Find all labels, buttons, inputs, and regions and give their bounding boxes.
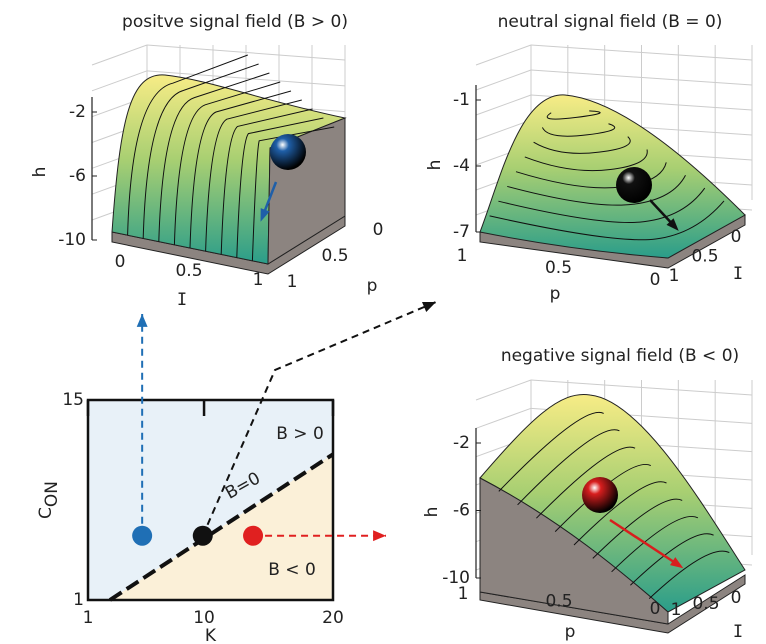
z-tick-label: -6 bbox=[69, 166, 86, 186]
x-tick-label: 1 bbox=[671, 600, 682, 620]
z-tick-label: -10 bbox=[58, 230, 86, 250]
wall-grid bbox=[92, 45, 147, 65]
y-tick-label: 0 bbox=[650, 599, 661, 619]
panel-title: positve signal field (B > 0) bbox=[122, 12, 348, 32]
surface-plot: neutral signal field (B = 0) h -1 -4 -7 0 0.5 1… bbox=[425, 12, 752, 304]
wall-grid bbox=[476, 380, 531, 400]
z-axis-label: h bbox=[422, 507, 442, 518]
point bbox=[132, 526, 152, 546]
y-tick-label: 1 bbox=[458, 584, 469, 604]
ball bbox=[582, 477, 618, 513]
y-tick-label: 0 bbox=[373, 220, 384, 240]
wall-grid bbox=[476, 95, 531, 115]
x-tick-label: 0 bbox=[731, 227, 742, 247]
annotation: B > 0 bbox=[276, 424, 324, 444]
x-tick-label: 0.5 bbox=[175, 261, 202, 281]
y-tick-label: 0.5 bbox=[545, 592, 572, 612]
dashed-arrow-head bbox=[137, 314, 148, 327]
y-axis-label: p bbox=[550, 284, 561, 304]
z-tick-label: -7 bbox=[453, 222, 470, 242]
x-tick-label: 0.5 bbox=[691, 247, 718, 267]
x-tick-label: 0.5 bbox=[692, 594, 719, 614]
x-tick-label: 20 bbox=[322, 608, 344, 628]
y-axis-label-sub: ON bbox=[42, 481, 62, 507]
x-axis-label: K bbox=[205, 626, 217, 644]
z-axis-label: h bbox=[425, 160, 445, 171]
y-tick-label: 0.5 bbox=[545, 258, 572, 278]
x-tick-label: 0 bbox=[115, 252, 126, 272]
wall-grid bbox=[476, 408, 531, 428]
y-axis-label: p bbox=[367, 276, 378, 296]
y-tick-label: 1 bbox=[457, 246, 468, 266]
z-tick-label: -1 bbox=[453, 90, 470, 110]
point bbox=[243, 526, 263, 546]
x-tick-label: 1 bbox=[83, 608, 94, 628]
wall-grid bbox=[476, 45, 531, 65]
y-tick-label: 1 bbox=[73, 590, 84, 610]
y-tick-label: 1 bbox=[287, 272, 298, 292]
y-axis-label-main: C bbox=[36, 507, 56, 519]
panel-title: neutral signal field (B = 0) bbox=[498, 12, 723, 32]
y-axis-label: p bbox=[565, 622, 576, 642]
panel-title: negative signal field (B < 0) bbox=[501, 346, 739, 366]
surface-plot: negative signal field (B < 0)h-2-6-1000.… bbox=[422, 346, 752, 642]
surface bbox=[480, 95, 745, 258]
x-tick-label: 10 bbox=[193, 608, 215, 628]
x-tick-label: 1 bbox=[669, 266, 680, 286]
x-axis-label: I bbox=[177, 290, 187, 310]
z-tick-label: -2 bbox=[453, 433, 470, 453]
z-tick-label: -2 bbox=[69, 102, 86, 122]
dashed-arrow-head bbox=[373, 530, 386, 541]
x-axis-label: I bbox=[733, 264, 743, 284]
wall-grid bbox=[476, 70, 531, 90]
surface-plot: positve signal field (B > 0) h -2 -6 -10 0 0.5… bbox=[30, 12, 383, 310]
annotation: B < 0 bbox=[268, 560, 316, 580]
z-axis-label: h bbox=[30, 167, 50, 178]
x-axis-label: I bbox=[733, 622, 743, 642]
ball bbox=[270, 134, 306, 170]
y-tick-label: 0.5 bbox=[321, 246, 348, 266]
x-tick-label: 0 bbox=[731, 588, 742, 608]
figure: positve signal field (B > 0)h-2-6-1000.5… bbox=[0, 0, 766, 644]
x-tick-label: 1 bbox=[253, 270, 264, 290]
ball bbox=[616, 167, 652, 203]
y-tick-label: 15 bbox=[62, 390, 84, 410]
point bbox=[193, 526, 213, 546]
z-tick-label: -6 bbox=[453, 501, 470, 521]
y-axis-label: CON bbox=[36, 481, 62, 519]
z-tick-label: -4 bbox=[453, 156, 470, 176]
y-tick-label: 0 bbox=[650, 270, 661, 290]
